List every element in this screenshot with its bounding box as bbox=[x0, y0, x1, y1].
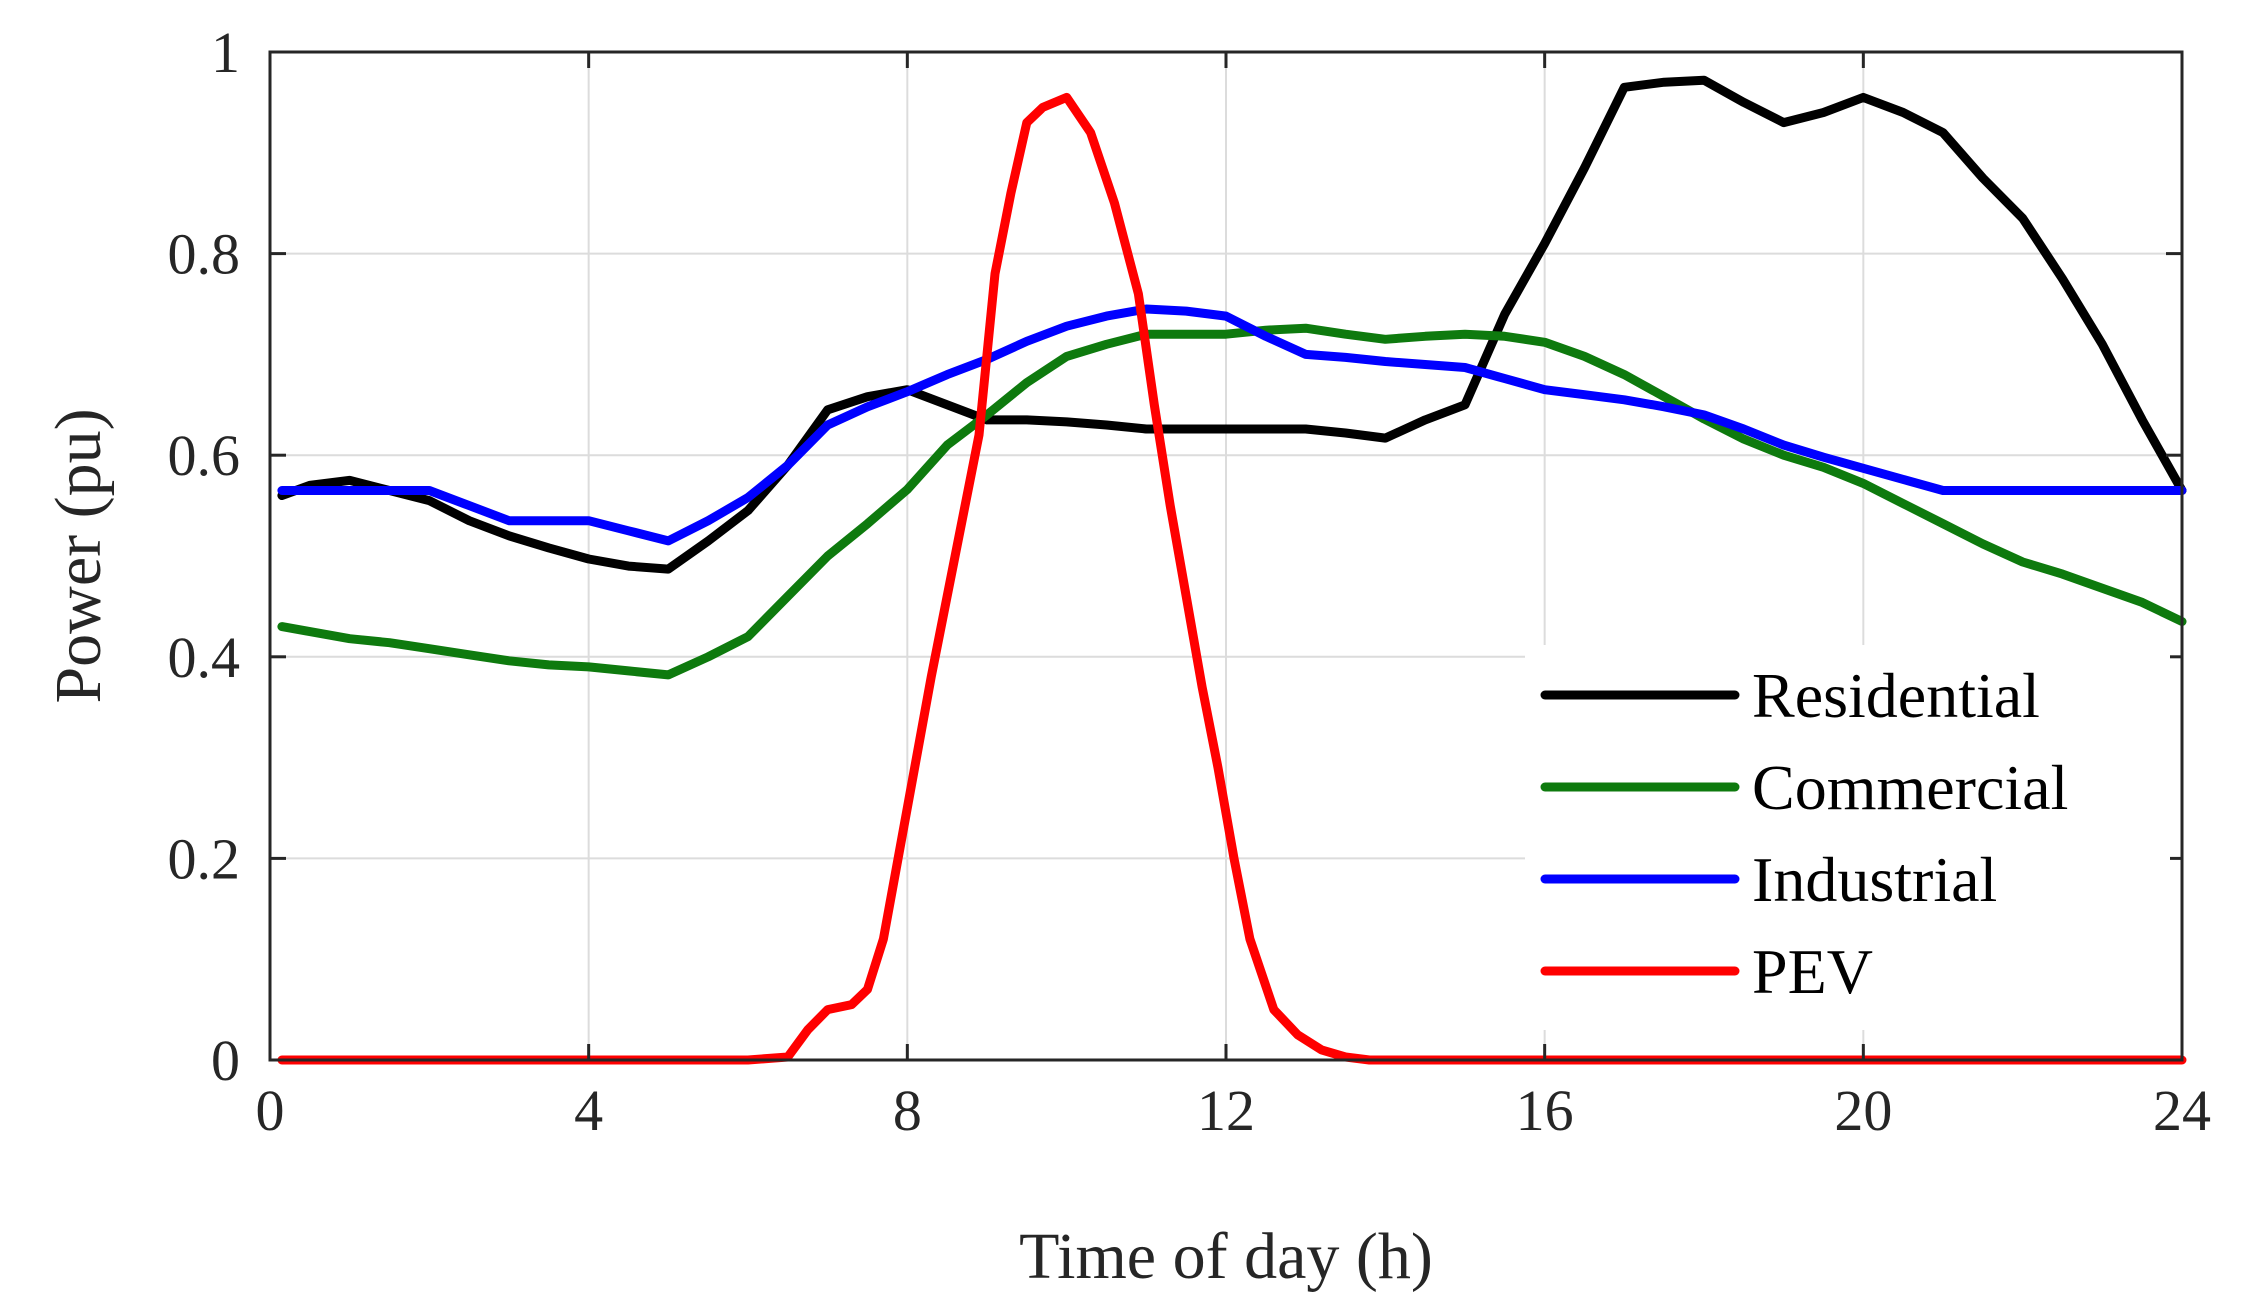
legend-label-commercial: Commercial bbox=[1752, 752, 2068, 823]
series-line-residential bbox=[277, 75, 2187, 574]
y-tick-label-1: 1 bbox=[211, 20, 240, 85]
legend-entry-commercial: Commercial bbox=[1540, 752, 2068, 823]
legend-entry-residential: Residential bbox=[1540, 660, 2040, 731]
y-tick-label-0: 0 bbox=[211, 1028, 240, 1093]
y-tick-label-0-4: 0.4 bbox=[168, 625, 241, 690]
x-tick-label-12: 12 bbox=[1197, 1078, 1255, 1143]
y-tick-label-0-2: 0.2 bbox=[168, 826, 241, 891]
legend-label-pev: PEV bbox=[1752, 936, 1873, 1007]
x-tick-label-8: 8 bbox=[893, 1078, 922, 1143]
x-tick-label-24: 24 bbox=[2153, 1078, 2211, 1143]
x-tick-label-16: 16 bbox=[1516, 1078, 1574, 1143]
legend-entry-pev: PEV bbox=[1540, 936, 1873, 1007]
legend-entry-industrial: Industrial bbox=[1540, 844, 1997, 915]
x-tick-label-0: 0 bbox=[256, 1078, 285, 1143]
y-axis-label: Power (pu) bbox=[42, 408, 115, 703]
series-line-commercial bbox=[277, 323, 2187, 680]
y-tick-label-0-8: 0.8 bbox=[168, 222, 241, 287]
legend-background bbox=[1525, 645, 2170, 1030]
series-lines bbox=[277, 75, 2187, 1065]
x-axis-label: Time of day (h) bbox=[1019, 1220, 1433, 1293]
series-line-industrial bbox=[277, 304, 2187, 546]
y-tick-label-0-6: 0.6 bbox=[168, 423, 241, 488]
x-tick-label-4: 4 bbox=[574, 1078, 603, 1143]
x-tick-label-20: 20 bbox=[1834, 1078, 1892, 1143]
legend-label-industrial: Industrial bbox=[1752, 844, 1997, 915]
tick-labels: 0 4 8 12 16 20 24 0 0.2 0.4 0.6 0.8 1 bbox=[168, 20, 2212, 1143]
legend-label-residential: Residential bbox=[1752, 660, 2040, 731]
legend: Residential Commercial Industrial PEV bbox=[1525, 645, 2170, 1030]
tick-marks bbox=[268, 50, 2184, 1062]
